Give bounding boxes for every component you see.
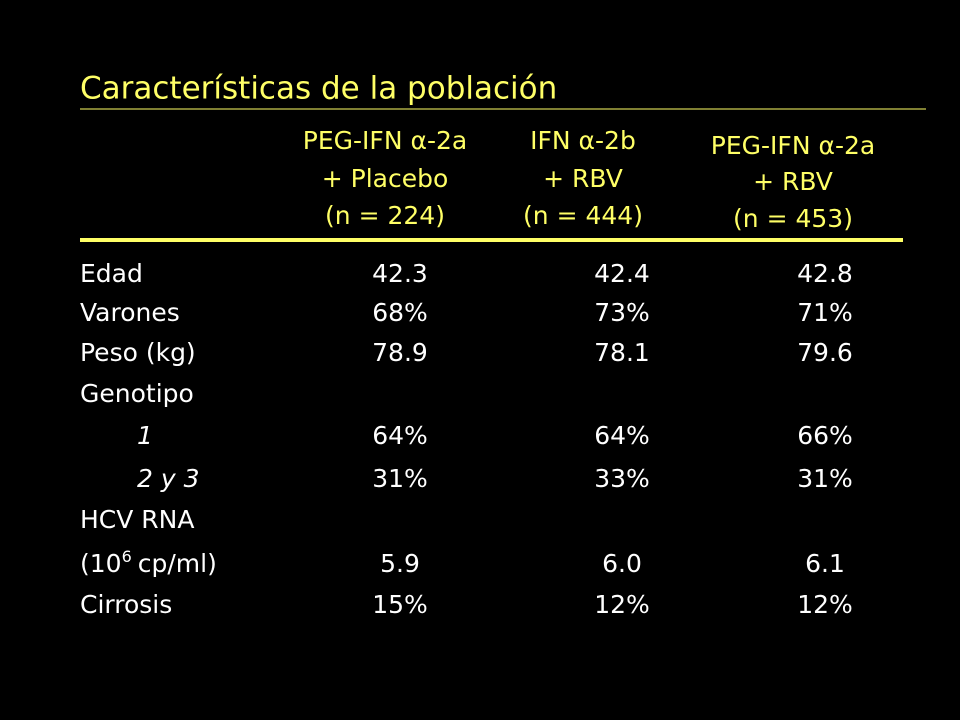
column-header: + RBV [753, 167, 833, 196]
column-header: PEG-IFN α-2a [711, 131, 875, 160]
column-header: (n = 453) [733, 204, 853, 233]
cell-value: 42.4 [594, 259, 650, 288]
row-label: Edad [80, 259, 143, 288]
row-label: Genotipo [80, 379, 194, 408]
cell-value: 15% [372, 590, 428, 619]
unit-part: (10 [80, 549, 122, 578]
cell-value: 64% [372, 421, 428, 450]
row-label: HCV RNA [80, 505, 194, 534]
row-label: Peso (kg) [80, 338, 196, 367]
cell-value: 78.9 [372, 338, 428, 367]
cell-value: 12% [797, 590, 853, 619]
cell-value: 6.0 [602, 549, 642, 578]
cell-value: 42.8 [797, 259, 853, 288]
sub-row-label: 2 y 3 [137, 464, 200, 493]
cell-value: 79.6 [797, 338, 853, 367]
cell-value: 31% [372, 464, 428, 493]
sub-row-label: 1 [137, 421, 153, 450]
row-label: Varones [80, 298, 180, 327]
cell-value: 66% [797, 421, 853, 450]
row-label: Cirrosis [80, 590, 172, 619]
cell-value: 71% [797, 298, 853, 327]
slide-title: Características de la población [80, 71, 557, 107]
cell-value: 6.1 [805, 549, 845, 578]
column-header: + RBV [543, 164, 623, 193]
cell-value: 78.1 [594, 338, 650, 367]
cell-value: 33% [594, 464, 650, 493]
cell-value: 68% [372, 298, 428, 327]
column-header: + Placebo [322, 164, 449, 193]
unit-label: (106 cp/ml) [80, 547, 217, 579]
unit-superscript: 6 [122, 547, 132, 566]
column-header: (n = 444) [523, 201, 643, 230]
column-header: IFN α-2b [530, 126, 636, 155]
cell-value: 5.9 [380, 549, 420, 578]
column-header: (n = 224) [325, 201, 445, 230]
unit-part: cp/ml) [138, 549, 217, 578]
cell-value: 64% [594, 421, 650, 450]
column-header: PEG-IFN α-2a [303, 126, 467, 155]
cell-value: 31% [797, 464, 853, 493]
cell-value: 42.3 [372, 259, 428, 288]
cell-value: 73% [594, 298, 650, 327]
cell-value: 12% [594, 590, 650, 619]
